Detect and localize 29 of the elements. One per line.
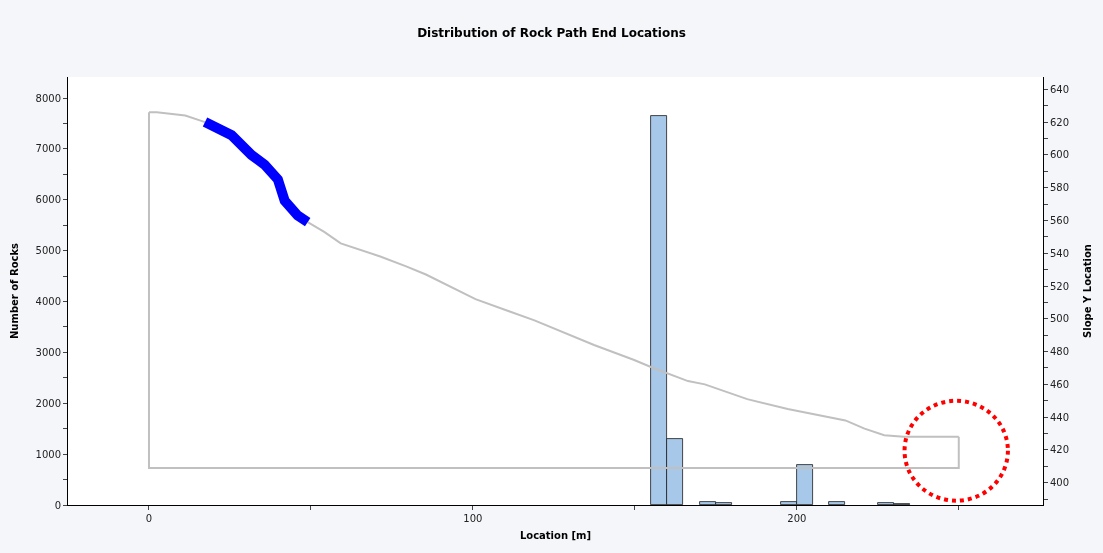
y2-tick-label: 440 (1050, 411, 1070, 423)
y-tick-label: 2000 (35, 397, 61, 409)
y2-axis-title: Slope Y Location (1081, 244, 1093, 338)
y2-tick-label: 480 (1050, 346, 1070, 358)
y2-tick-label: 460 (1050, 378, 1070, 390)
y2-tick-label: 420 (1050, 444, 1070, 456)
y2-tick-label: 520 (1050, 280, 1070, 292)
y-tick-label: 0 (54, 499, 61, 511)
x-axis-title: Location [m] (519, 529, 592, 541)
chart-title: Distribution of Rock Path End Locations (417, 26, 686, 41)
y2-tick-label: 400 (1050, 477, 1070, 489)
y2-tick-label: 620 (1050, 116, 1070, 128)
x-tick-label: 0 (145, 513, 153, 524)
y2-tick-label: 540 (1050, 247, 1070, 259)
y2-tick-label: 580 (1050, 182, 1070, 194)
x-tick-label: 200 (787, 513, 807, 524)
y-tick-label: 6000 (35, 194, 61, 206)
y2-tick-label: 560 (1050, 214, 1070, 226)
y-tick-label: 3000 (35, 346, 61, 358)
y-tick-label: 4000 (35, 296, 61, 308)
y-axis-title: Number of Rocks (8, 242, 20, 340)
x-tick-label: 100 (463, 513, 483, 524)
y-tick-label: 5000 (35, 245, 61, 257)
y-tick-label: 1000 (35, 448, 61, 460)
y2-tick-label: 640 (1050, 83, 1070, 95)
y2-tick-label: 600 (1050, 149, 1070, 161)
y-tick-label: 8000 (35, 92, 61, 104)
y2-tick-label: 500 (1050, 313, 1070, 325)
y-tick-label: 7000 (35, 143, 61, 155)
